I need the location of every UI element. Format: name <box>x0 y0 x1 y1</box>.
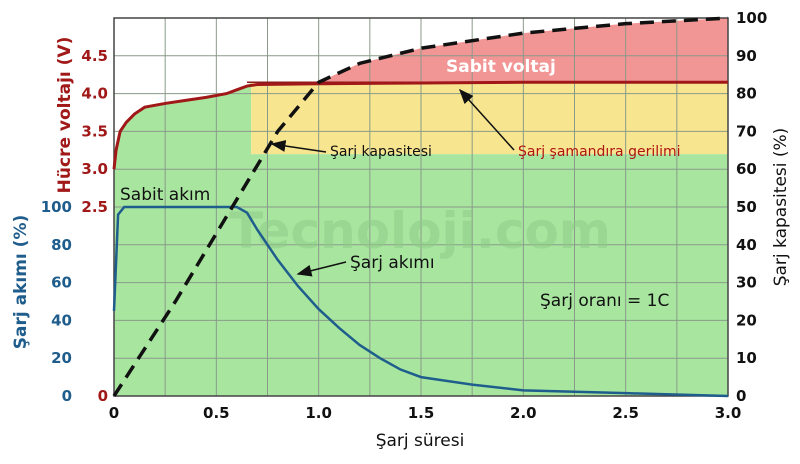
x-tick-label: 2.5 <box>612 404 639 422</box>
float-voltage-arrow <box>458 88 515 151</box>
current-tick-label: 20 <box>51 349 72 367</box>
capacity-series-line <box>112 16 729 397</box>
x-tick-label: 2.0 <box>510 404 537 422</box>
x-tick-label: 0.5 <box>203 404 230 422</box>
current-tick-label: 40 <box>51 311 72 329</box>
capacity-tick-label: 0 <box>736 387 746 405</box>
capacity-tick-label: 20 <box>736 311 757 329</box>
tick-labels: 0 0.5 1.0 1.5 2.0 2.5 3.0 2.5 3.0 3.5 4.0 4.5 20 40 60… <box>41 9 768 422</box>
capacity-tick-label: 50 <box>736 198 757 216</box>
plot-border <box>113 17 729 397</box>
capacity-tick-label: 10 <box>736 349 757 367</box>
capacity-tick-label: 40 <box>736 236 757 254</box>
sabit-voltaj-label: Sabit voltaj <box>446 57 556 77</box>
constant-voltage-region <box>314 18 728 83</box>
capacity-tick-label: 70 <box>736 122 757 140</box>
float-voltage-region <box>251 82 729 155</box>
capacity-arrow <box>270 140 327 153</box>
current-tick-label: 0 <box>62 387 72 405</box>
voltage-tick-label: 3.0 <box>81 160 108 178</box>
voltage-tick-label: 2.5 <box>81 198 108 216</box>
x-tick-label: 1.0 <box>305 404 332 422</box>
float-voltage-label: Şarj şamandıra gerilimi <box>518 144 681 160</box>
voltage-axis-title: Hücre voltajı (V) <box>55 37 75 194</box>
capacity-tick-label: 100 <box>736 9 767 27</box>
watermark: Tecnoloji.com <box>229 202 611 260</box>
grid <box>114 18 728 396</box>
capacity-tick-label: 30 <box>736 274 757 292</box>
current-series-line <box>112 205 729 398</box>
capacity-tick-label: 90 <box>736 47 757 65</box>
current-tick-label: 100 <box>41 198 72 216</box>
capacity-tick-label: 80 <box>736 85 757 103</box>
capacity-label: Şarj kapasitesi <box>330 144 432 160</box>
current-axis-title: Şarj akımı (%) <box>11 215 31 349</box>
current-tick-label: 80 <box>51 236 72 254</box>
capacity-tick-label: 60 <box>736 160 757 178</box>
voltage-series-line <box>112 80 728 170</box>
voltage-tick-label: 3.5 <box>81 122 108 140</box>
voltage-tick-label: 4.5 <box>81 47 108 65</box>
x-tick-label: 3.0 <box>715 404 742 422</box>
voltage-tick-label: 4.0 <box>81 85 108 103</box>
x-tick-label: 1.5 <box>408 404 435 422</box>
sabit-akim-label: Sabit akım <box>120 185 210 205</box>
current-arrow <box>296 261 347 277</box>
current-label: Şarj akımı <box>350 253 435 273</box>
x-axis-title: Şarj süresi <box>376 431 465 451</box>
current-tick-label: 60 <box>51 274 72 292</box>
x-tick-label: 0 <box>109 404 119 422</box>
rate-label: Şarj oranı = 1C <box>540 291 669 311</box>
voltage-tick-label: 0 <box>98 387 108 405</box>
capacity-axis-title: Şarj kapasitesi (%) <box>771 128 791 287</box>
